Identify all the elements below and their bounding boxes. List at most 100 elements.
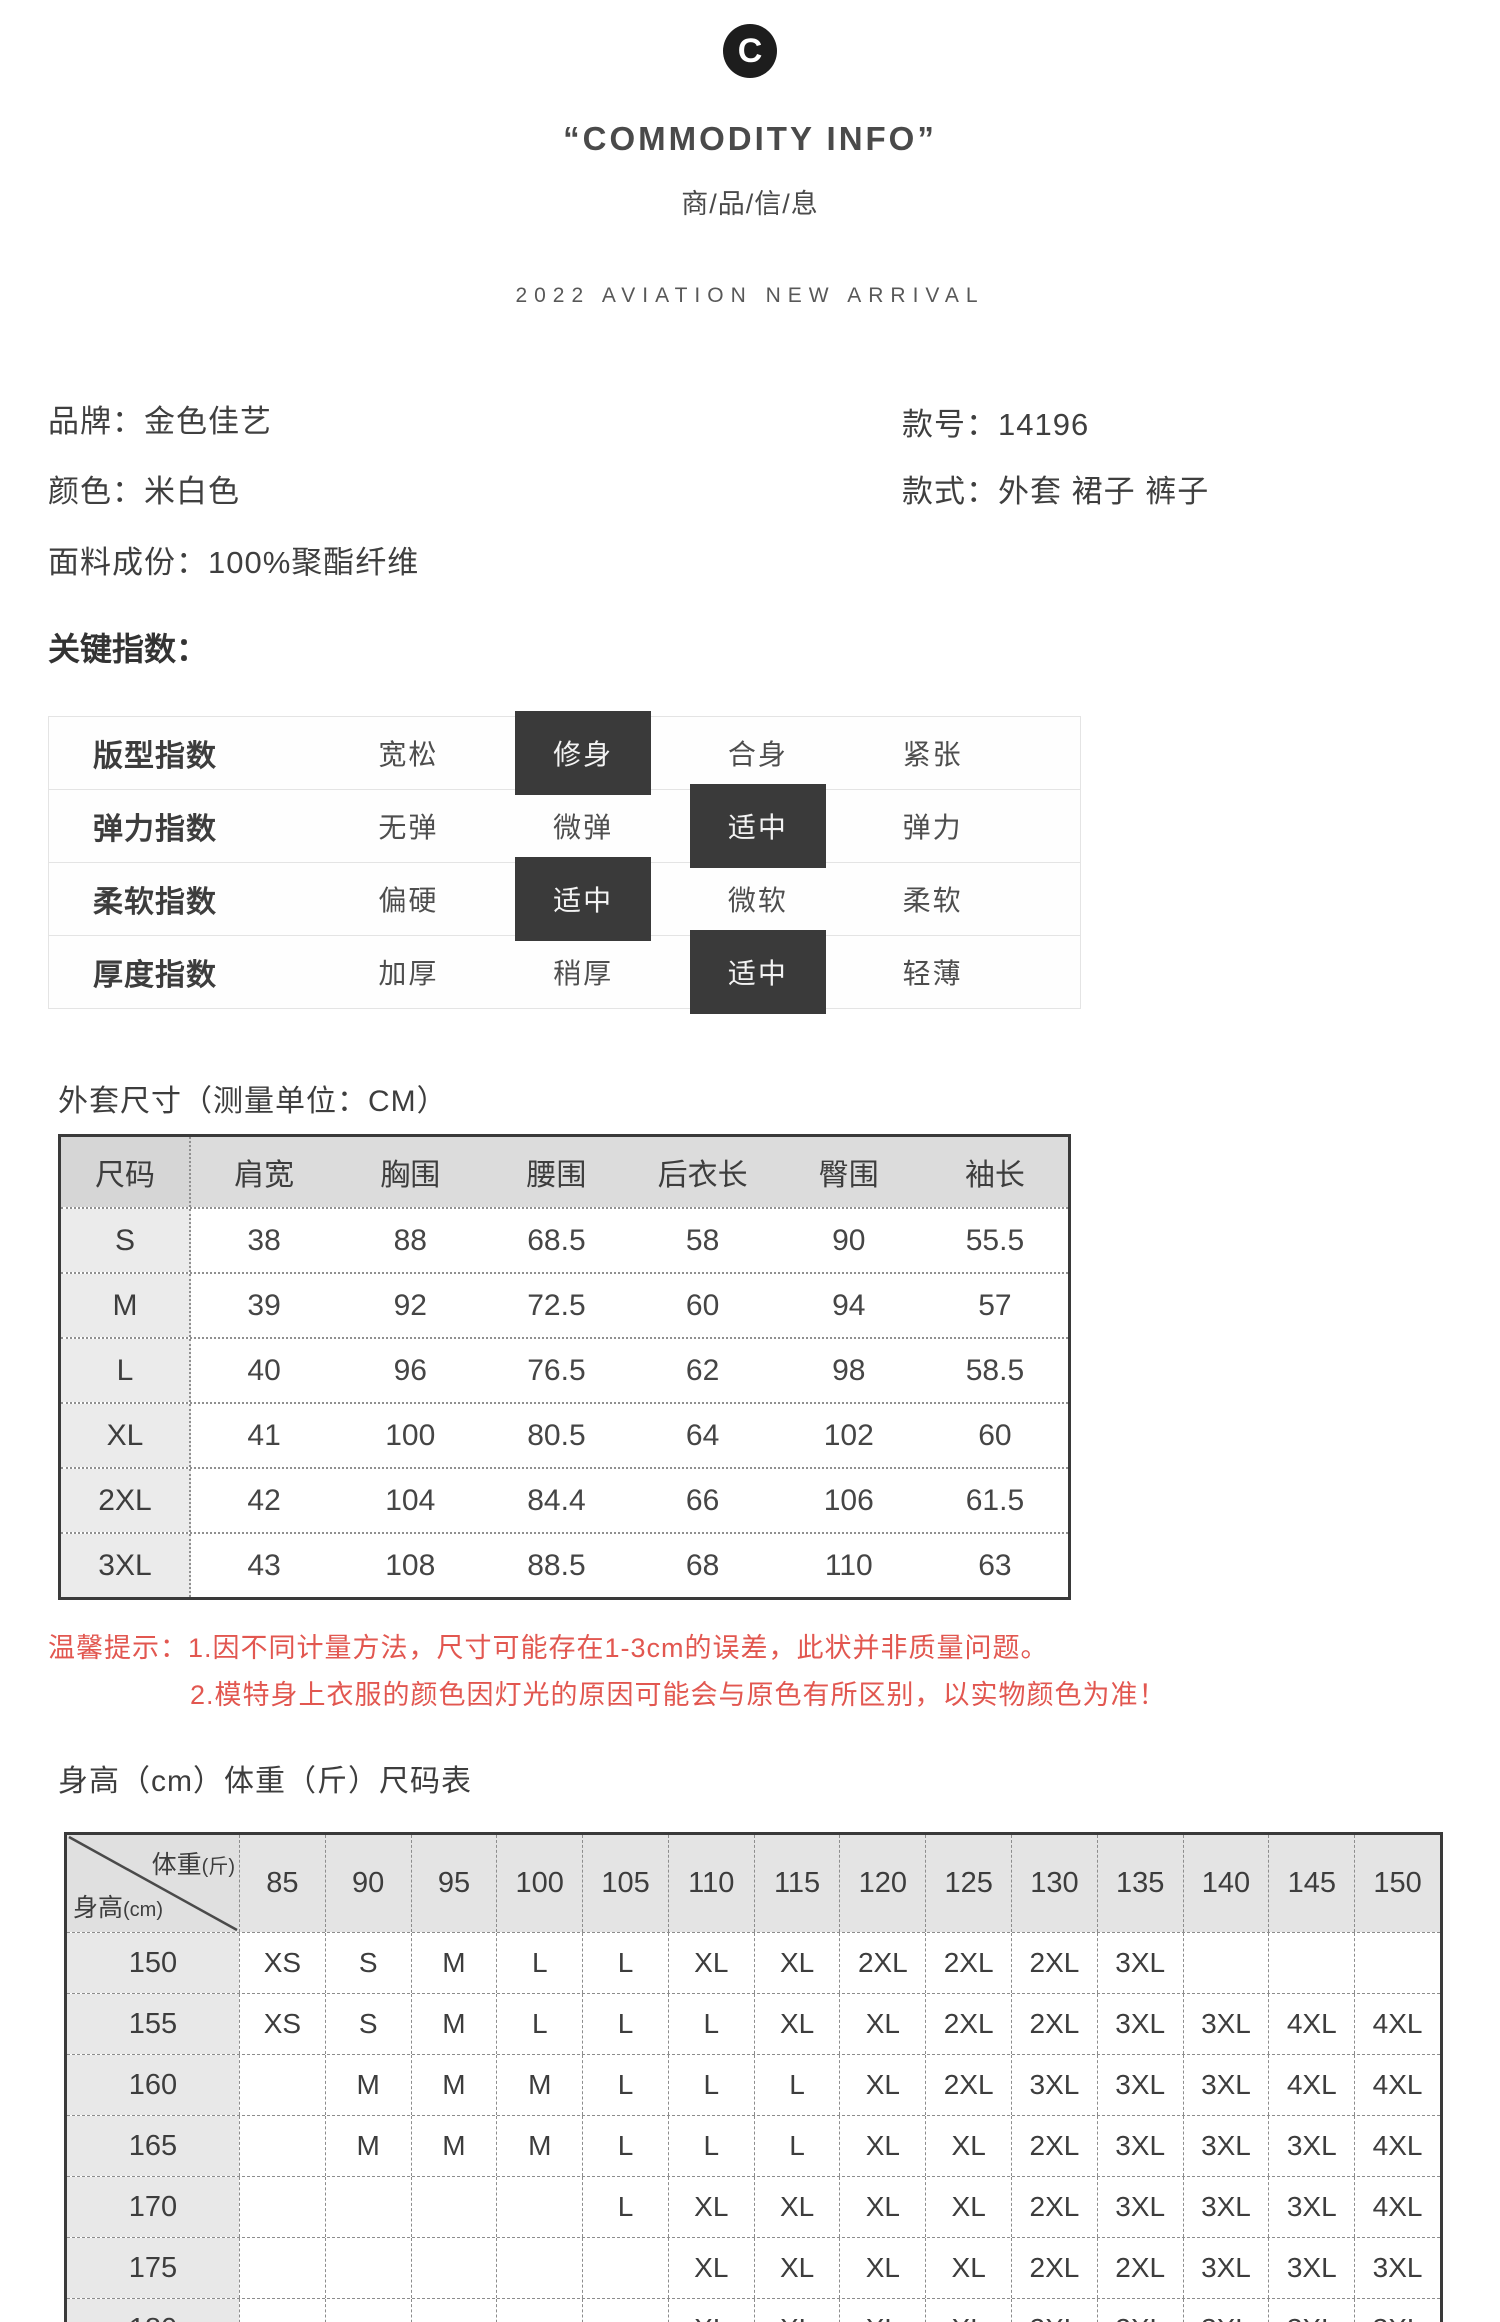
key-index-heading: 关键指数： xyxy=(48,631,209,667)
recommended-size-cell xyxy=(239,2116,325,2176)
recommended-size-cell xyxy=(1182,1933,1269,1993)
recommended-size-cell: XL xyxy=(839,1994,925,2054)
key-index-option-label: 微软 xyxy=(727,885,788,916)
corner-weight-label: 体重(斤) xyxy=(151,1851,235,1879)
size-value-cell: 68 xyxy=(685,1548,720,1582)
size-value-cell: 38 xyxy=(247,1223,281,1257)
key-index-table: 版型指数 宽松 修身 合身 xyxy=(48,711,1081,1014)
recommended-size-cell: 3XL xyxy=(1096,1933,1183,1993)
weight-header-cell: 130 xyxy=(1011,1835,1097,1932)
size-value-cell: 84.4 xyxy=(527,1483,586,1517)
key-index-option-label: 紧张 xyxy=(902,739,963,770)
recommended-size-cell: XL xyxy=(753,2299,840,2322)
recommended-size-cell: XS xyxy=(239,1933,325,1993)
key-index-option-label: 轻薄 xyxy=(902,958,963,989)
size-value-cell: 110 xyxy=(824,1548,873,1582)
table-row: 170 L XL xyxy=(67,2176,1440,2237)
key-index-option: 微软 xyxy=(671,863,846,935)
key-index-row-label: 柔软指数 xyxy=(93,886,217,919)
coat-size-header-row: 尺码 肩宽 胸围 腰围 后衣长 臀围 袖长 xyxy=(61,1137,1068,1207)
height-weight-title: 身高（cm）体重（斤）尺码表 xyxy=(58,1765,472,1798)
recommended-size-cell: 2XL xyxy=(1011,2238,1097,2298)
recommended-size-cell xyxy=(239,2177,325,2237)
page-title: “COMMODITY INFO” xyxy=(563,120,937,157)
key-index-option-label: 稍厚 xyxy=(553,958,614,989)
recommended-size-cell: L xyxy=(496,1994,582,2054)
key-index-option-label: 柔软 xyxy=(902,885,963,916)
recommended-size-cell: M xyxy=(410,2055,497,2115)
recommended-size-cell: 2XL xyxy=(1096,2299,1183,2322)
recommended-size-cell: XL xyxy=(839,2177,925,2237)
coat-size-body: S 38 88 68.5 58 90 xyxy=(61,1207,1068,1597)
height-label-cell: 155 xyxy=(67,1994,239,2054)
recommended-size-cells: L XL XL XL XL 2XL 3XL xyxy=(239,2177,1440,2237)
warm-note-line-1: 温馨提示：1.因不同计量方法，尺寸可能存在1-3cm的误差，此状并非质量问题。 xyxy=(48,1633,1049,1663)
table-row: 2XL 42 104 84.4 66 106 xyxy=(61,1467,1068,1532)
weight-header-cell: 85 xyxy=(239,1835,325,1932)
brand-label: 品牌： xyxy=(48,404,144,439)
weight-header-cells: 85 90 95 100 105 110 115 120 125 xyxy=(239,1835,1440,1932)
size-value-cell: 68.5 xyxy=(527,1223,586,1257)
size-label-cell: XL xyxy=(61,1404,191,1467)
recommended-size-cell: 3XL xyxy=(1096,2055,1183,2115)
table-row: 150 XS S M L L X xyxy=(67,1932,1440,1993)
size-value-cell: 88 xyxy=(393,1223,427,1257)
height-label-cell: 160 xyxy=(67,2055,239,2115)
recommended-size-cell xyxy=(324,2299,411,2322)
key-index-row-label: 弹力指数 xyxy=(93,813,217,846)
brand-value: 金色佳艺 xyxy=(144,404,272,439)
key-index-option: 合身 xyxy=(671,717,846,789)
key-index-row: 弹力指数 无弹 微弹 适中 xyxy=(49,784,1080,868)
recommended-size-cell: XL xyxy=(839,2299,925,2322)
diagonal-corner-cell: 体重(斤) 身高(cm) xyxy=(67,1835,239,1932)
recommended-size-cells: XS S M L L XL XL xyxy=(239,1933,1440,1993)
weight-header-cell: 90 xyxy=(324,1835,411,1932)
style-no-label: 款号： xyxy=(902,407,998,442)
coat-size-header-cell: 臀围 xyxy=(818,1159,879,1192)
key-index-row: 版型指数 宽松 修身 合身 xyxy=(49,711,1080,795)
recommended-size-cell: S xyxy=(324,1994,411,2054)
recommended-size-cell: XL xyxy=(925,2177,1011,2237)
coat-size-header-cell: 肩宽 xyxy=(234,1159,295,1192)
table-row: S 38 88 68.5 58 90 xyxy=(61,1207,1068,1272)
recommended-size-cell: XL xyxy=(667,2299,754,2322)
recommended-size-cell: 3XL xyxy=(1268,2238,1354,2298)
coat-size-table: 尺码 肩宽 胸围 腰围 后衣长 臀围 袖长 S xyxy=(58,1134,1071,1600)
size-value-cell: 40 xyxy=(247,1353,281,1387)
table-row: 175 XL xyxy=(67,2237,1440,2298)
size-value-cell: 104 xyxy=(385,1483,436,1517)
size-values: 38 88 68.5 58 90 55.5 xyxy=(191,1209,1068,1272)
recommended-size-cell: XS xyxy=(239,1994,325,2054)
key-index-row: 厚度指数 加厚 稍厚 适中 xyxy=(49,930,1080,1014)
recommended-size-cell: 2XL xyxy=(1011,2177,1097,2237)
size-value-cell: 90 xyxy=(832,1223,866,1257)
recommended-size-cell xyxy=(496,2238,582,2298)
recommended-size-cell: M xyxy=(410,2116,497,2176)
key-index-option-label: 修身 xyxy=(515,711,652,795)
recommended-size-cell: M xyxy=(324,2055,411,2115)
recommended-size-cell: 3XL xyxy=(1182,2177,1269,2237)
recommended-size-cell: 2XL xyxy=(839,1933,925,1993)
recommended-size-cell: 3XL xyxy=(1182,2055,1269,2115)
recommended-size-cell: XL xyxy=(753,2177,840,2237)
recommended-size-cell xyxy=(239,2299,325,2322)
recommended-size-cell: XL xyxy=(753,1933,840,1993)
recommended-size-cell: 3XL xyxy=(1268,2177,1354,2237)
table-row: 155 XS S M L L L xyxy=(67,1993,1440,2054)
size-value-cell: 58.5 xyxy=(965,1353,1025,1387)
color-label: 颜色： xyxy=(48,474,144,509)
recommended-size-cell xyxy=(496,2299,582,2322)
size-value-cell: 108 xyxy=(385,1548,436,1582)
recommended-size-cell: L xyxy=(667,2055,754,2115)
size-value-cell: 61.5 xyxy=(965,1483,1025,1517)
size-value-cell: 39 xyxy=(247,1288,281,1322)
recommended-size-cell: 4XL xyxy=(1268,2055,1354,2115)
recommended-size-cell xyxy=(582,2299,668,2322)
size-value-cell: 100 xyxy=(385,1418,436,1452)
recommended-size-cell: L xyxy=(667,2116,754,2176)
weight-header-cell: 150 xyxy=(1354,1835,1440,1932)
size-label-cell: S xyxy=(61,1209,191,1272)
corner-height-label: 身高(cm) xyxy=(73,1894,163,1922)
key-index-option: 弹力 xyxy=(845,790,1020,862)
